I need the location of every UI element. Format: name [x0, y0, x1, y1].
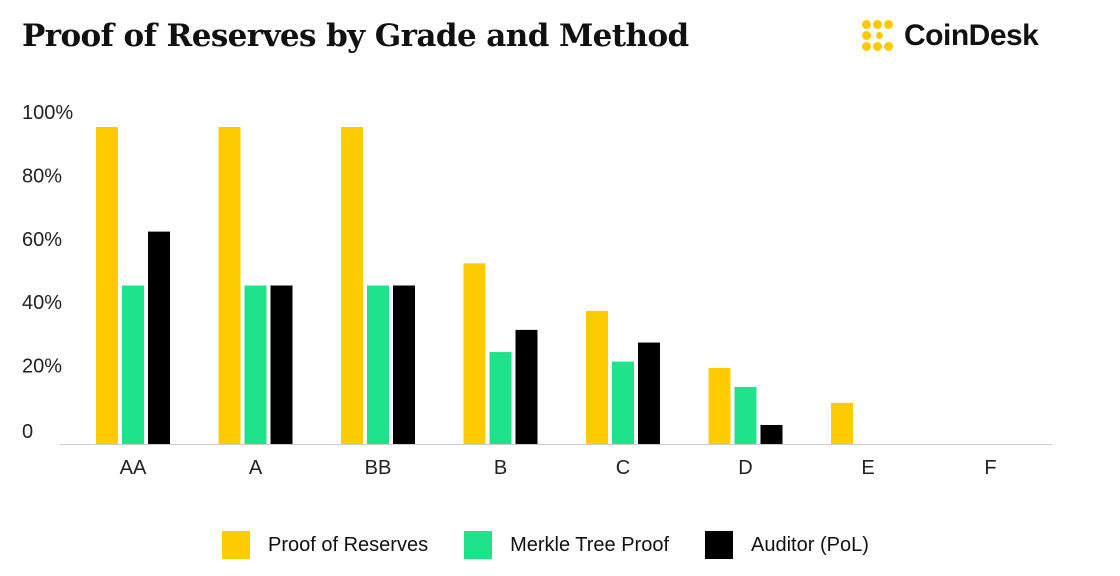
- legend-swatch: [464, 531, 493, 559]
- legend-label: Auditor (PoL): [751, 533, 869, 556]
- bar-merkle-tree-proof-b: [489, 352, 512, 444]
- bar-proof-of-reserves-a: [218, 127, 241, 444]
- bar-proof-of-reserves-d: [708, 367, 731, 444]
- coindesk-logo-icon: [862, 20, 893, 51]
- bar-auditor-pol-a: [270, 285, 293, 444]
- bar-auditor-pol-aa: [148, 231, 170, 444]
- legend-item: Merkle Tree Proof: [464, 531, 669, 559]
- bar-proof-of-reserves-c: [586, 310, 608, 444]
- x-tick-label: B: [494, 457, 507, 479]
- bar-auditor-pol-c: [638, 342, 660, 444]
- legend-swatch: [705, 531, 734, 559]
- bar-proof-of-reserves-e: [831, 402, 853, 444]
- y-tick-label: 100%: [22, 102, 73, 124]
- bar-merkle-tree-proof-bb: [367, 285, 389, 444]
- legend-label: Proof of Reserves: [268, 533, 429, 556]
- bar-proof-of-reserves-bb: [341, 127, 363, 444]
- y-tick-label: 40%: [22, 292, 62, 314]
- bar-merkle-tree-proof-a: [244, 285, 267, 444]
- y-tick-label: 80%: [22, 165, 62, 187]
- legend-label: Merkle Tree Proof: [510, 533, 670, 556]
- brand-name: CoinDesk: [904, 19, 1039, 52]
- bar-merkle-tree-proof-d: [734, 386, 757, 444]
- bar-merkle-tree-proof-c: [612, 361, 634, 444]
- x-tick-label: AA: [120, 457, 147, 479]
- x-tick-label: C: [616, 457, 630, 479]
- legend: Proof of Reserves Merkle Tree Proof Audito…: [222, 530, 905, 560]
- legend-swatch: [222, 531, 250, 559]
- x-tick-label: BB: [365, 457, 392, 479]
- bar-proof-of-reserves-b: [463, 263, 486, 444]
- bar-auditor-pol-b: [515, 329, 538, 444]
- bar-auditor-pol-bb: [393, 285, 415, 444]
- bar-merkle-tree-proof-aa: [122, 285, 144, 444]
- x-tick-label: A: [249, 457, 263, 479]
- x-tick-label: F: [984, 457, 996, 479]
- brand-logo: CoinDesk: [860, 17, 1039, 55]
- legend-item: Auditor (PoL): [705, 531, 869, 559]
- chart-title: Proof of Reserves by Grade and Method: [22, 18, 689, 54]
- y-tick-label: 20%: [22, 356, 62, 378]
- bar-proof-of-reserves-aa: [96, 127, 118, 444]
- legend-item: Proof of Reserves: [222, 531, 428, 559]
- y-tick-label: 60%: [22, 229, 62, 251]
- bar-auditor-pol-d: [760, 424, 783, 444]
- x-tick-label: D: [738, 457, 752, 479]
- x-tick-label: E: [861, 457, 874, 479]
- y-tick-label: 0: [22, 421, 33, 443]
